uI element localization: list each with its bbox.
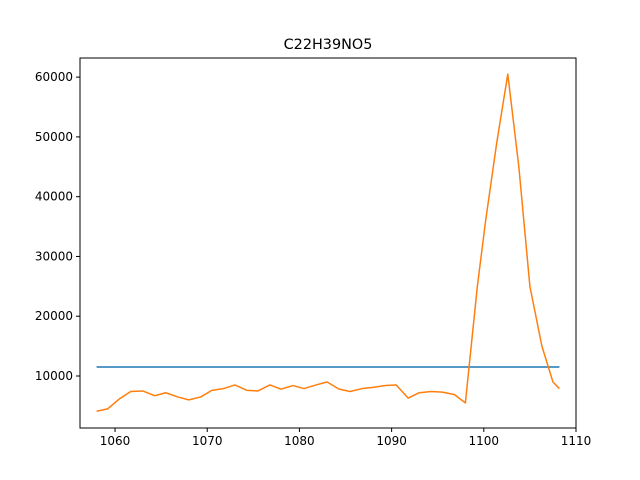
y-tick-label: 10000 [35,369,73,383]
x-tick-label: 1100 [469,434,500,448]
x-tick-label: 1110 [561,434,592,448]
x-tick-label: 1090 [376,434,407,448]
plot-area-frame [79,57,577,429]
x-tick-label: 1060 [100,434,131,448]
axis-layer: 1060 1070 1080 1090 1100 1110 10000 20000 30000 4… [35,70,591,448]
series-layer [96,73,560,412]
x-tick-label: 1070 [192,434,223,448]
series-line-2 [96,73,560,412]
y-tick-label: 50000 [35,130,73,144]
chart-title: C22H39NO5 [284,37,373,53]
x-tick-label: 1080 [284,434,315,448]
y-tick-label: 40000 [35,190,73,204]
y-tick-label: 60000 [35,70,73,84]
y-tick-label: 20000 [35,309,73,323]
y-tick-label: 30000 [35,249,73,263]
